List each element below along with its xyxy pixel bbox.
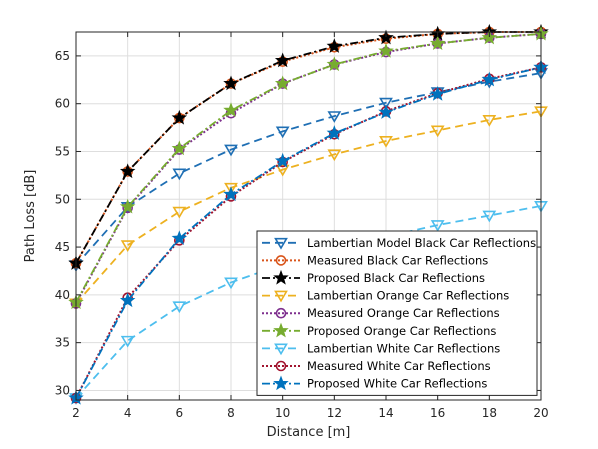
star-marker [378,29,394,45]
triangle-marker [379,97,393,110]
triangle-marker [327,111,342,123]
series-line [75,66,542,399]
legend-item: Lambertian Model Black Car Reflections [262,236,536,250]
y-axis-label: Path Loss [dB] [23,170,38,263]
legend-label: Lambertian Model Black Car Reflections [307,236,536,250]
x-tick-label: 6 [176,406,184,420]
y-tick-label: 35 [55,336,70,350]
star-marker [119,292,136,308]
star-marker [326,125,343,140]
triangle-marker [224,277,238,290]
star-marker [274,75,291,91]
star-marker [429,85,446,101]
triangle-marker [430,125,445,138]
triangle-marker [274,290,288,303]
star-marker [119,163,136,179]
y-tick-label: 40 [55,288,70,302]
triangle-marker [172,301,187,314]
axis-ticks: 2 4 6 8 10 12 14 16 18 20 30 35 40 45 50 55 60 65 [55,32,549,420]
star-marker [481,71,498,87]
x-tick-label: 18 [482,406,497,420]
legend-item: Lambertian Orange Car Reflections [262,289,509,303]
x-tick-label: 14 [378,406,393,420]
star-marker [223,75,239,91]
triangle-marker [274,237,288,250]
x-axis-label: Distance [m] [267,425,351,440]
series-line [75,72,542,266]
legend-label: Lambertian Orange Car Reflections [307,289,509,303]
series-line [75,31,541,264]
triangle-marker [224,182,238,195]
star-marker [429,35,446,51]
legend-label: Proposed Orange Car Reflections [307,324,496,338]
x-tick-label: 2 [72,406,80,420]
triangle-marker [430,220,445,232]
triangle-marker [172,206,187,219]
star-marker [119,198,136,214]
triangle-marker [275,164,290,177]
y-tick-label: 65 [55,49,70,63]
legend-item: Measured Black Car Reflections [262,253,488,267]
triangle-marker [482,115,497,127]
y-tick-label: 50 [55,192,70,206]
legend-item: Proposed White Car Reflections [262,375,487,391]
legend-label: Measured White Car Reflections [307,359,491,373]
star-marker [274,52,291,68]
x-tick-label: 8 [227,406,235,420]
series-line [75,110,542,305]
legend-item: Measured Orange Car Reflections [262,306,500,320]
legend-item: Lambertian White Car Reflections [262,341,500,355]
x-tick-label: 4 [124,406,132,420]
x-tick-label: 16 [430,406,445,420]
x-tick-label: 10 [275,406,290,420]
legend-label: Proposed White Car Reflections [307,377,487,391]
star-marker [273,322,289,338]
star-marker [378,104,394,119]
star-marker [223,186,239,202]
triangle-marker [172,168,187,181]
triangle-marker [379,136,393,148]
legend-label: Measured Black Car Reflections [307,253,488,267]
y-tick-label: 45 [55,240,70,254]
triangle-marker [274,343,288,356]
star-marker [273,375,289,391]
star-marker [378,42,394,58]
star-marker [481,29,498,45]
series-line [75,33,542,303]
legend-box [256,230,538,396]
triangle-marker [120,240,135,252]
y-tick-label: 55 [55,144,70,158]
circle-marker [275,307,287,319]
legend-label: Measured Orange Car Reflections [307,306,500,320]
legend-item: Measured White Car Reflections [262,359,491,373]
legend-label: Proposed Black Car Reflections [307,271,485,285]
star-marker [171,109,188,125]
triangle-marker [482,210,497,223]
plot-frame [75,31,542,401]
x-tick-label: 12 [327,406,342,420]
star-marker [326,38,343,53]
circle-marker [275,360,287,372]
star-marker [326,56,343,72]
series-line [75,66,542,399]
legend-item: Proposed Orange Car Reflections [262,322,496,338]
star-marker [171,230,188,246]
series-layer [68,23,549,405]
star-marker [274,152,291,168]
star-marker [223,102,239,117]
y-tick-label: 60 [55,97,70,111]
x-tick-label: 20 [533,406,548,420]
star-marker [273,269,289,285]
legend-label: Lambertian White Car Reflections [307,341,500,355]
triangle-marker [224,144,238,157]
circle-marker [275,255,287,266]
legend-item: Proposed Black Car Reflections [262,269,485,285]
triangle-marker [120,335,135,348]
triangle-marker [327,149,342,162]
y-tick-label: 30 [55,383,70,397]
legend: Lambertian Model Black Car Reflections Me… [256,230,538,396]
triangle-marker [275,126,290,139]
star-marker [171,140,188,156]
